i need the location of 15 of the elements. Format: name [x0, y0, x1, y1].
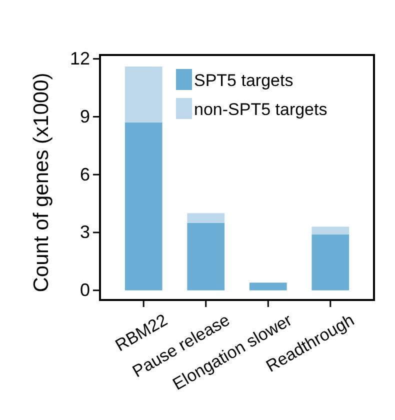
- y-tick-label: 9: [80, 106, 90, 126]
- bar: [312, 226, 350, 234]
- y-tick-label: 12: [70, 48, 90, 69]
- legend-label: SPT5 targets: [194, 71, 294, 90]
- bar: [249, 282, 287, 290]
- bar: [312, 234, 350, 290]
- y-tick-label: 3: [80, 222, 90, 242]
- legend-label: non-SPT5 targets: [194, 100, 328, 119]
- y-axis-title: Count of genes (x1000): [30, 72, 53, 292]
- bar: [124, 122, 162, 290]
- bar: [187, 222, 225, 290]
- y-tick-label: 6: [80, 164, 90, 184]
- bar: [187, 213, 225, 223]
- bar: [124, 66, 162, 123]
- y-tick-label: 0: [80, 280, 90, 300]
